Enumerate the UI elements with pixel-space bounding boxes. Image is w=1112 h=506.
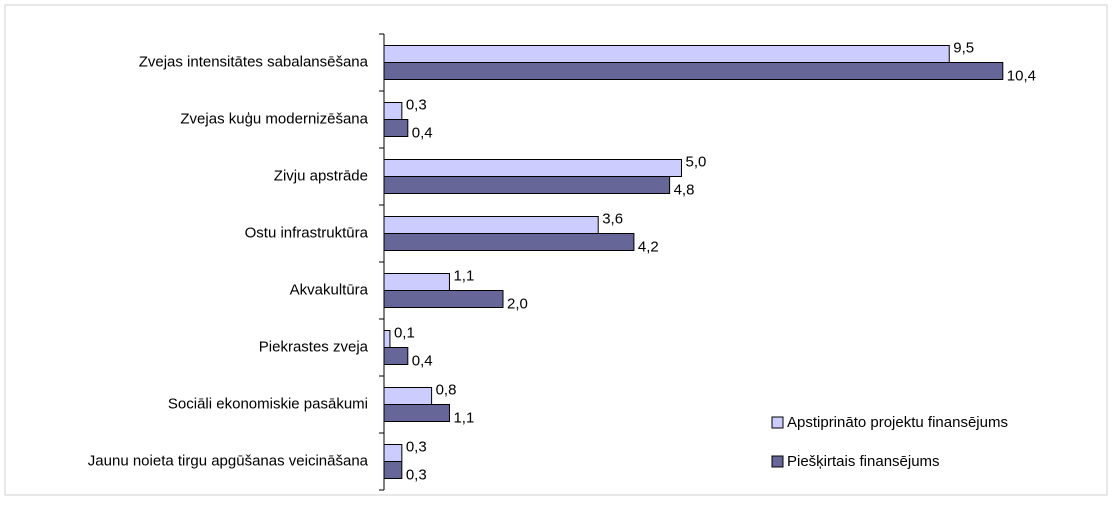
legend-swatch	[771, 455, 784, 468]
bar	[383, 102, 403, 120]
value-label: 2,0	[507, 295, 528, 312]
value-label: 0,3	[406, 438, 427, 455]
bar	[383, 444, 403, 462]
bar	[383, 176, 671, 194]
bar	[383, 461, 403, 479]
value-label: 1,1	[453, 267, 474, 284]
bar	[383, 119, 409, 137]
legend-label: Apstiprināto projektu finansējums	[787, 414, 1008, 431]
value-label: 10,4	[1007, 67, 1036, 84]
value-label: 0,4	[412, 352, 433, 369]
legend-label: Piešķirtais finansējums	[787, 453, 940, 470]
bar	[383, 387, 433, 405]
bar	[383, 159, 682, 177]
bar	[383, 273, 450, 291]
bar	[383, 330, 391, 348]
bar	[383, 290, 504, 308]
value-label: 0,3	[406, 96, 427, 113]
bar	[383, 404, 450, 422]
category-label: Zvejas kuģu modernizēšana	[180, 110, 368, 127]
value-label: 0,3	[406, 466, 427, 483]
value-label: 0,4	[412, 124, 433, 141]
category-label: Akvakultūra	[290, 281, 369, 298]
category-label: Sociāli ekonomiskie pasākumi	[168, 395, 368, 412]
category-label: Zivju apstrāde	[274, 167, 368, 184]
value-label: 4,8	[674, 181, 695, 198]
bar	[383, 216, 599, 234]
value-label: 9,5	[953, 39, 974, 56]
value-label: 1,1	[453, 409, 474, 426]
bar	[383, 62, 1004, 80]
value-label: 0,1	[394, 324, 415, 341]
category-label: Piekrastes zveja	[259, 338, 369, 355]
bar	[383, 45, 950, 63]
category-label: Ostu infrastruktūra	[245, 224, 369, 241]
bar	[383, 233, 635, 251]
legend-swatch	[771, 416, 784, 429]
bar	[383, 347, 409, 365]
value-label: 3,6	[602, 210, 623, 227]
category-label: Zvejas intensitātes sabalansēšana	[139, 53, 369, 70]
category-label: Jaunu noieta tirgu apgūšanas veicināšana	[88, 452, 369, 469]
value-label: 5,0	[686, 153, 707, 170]
value-label: 4,2	[638, 238, 659, 255]
value-label: 0,8	[436, 381, 457, 398]
